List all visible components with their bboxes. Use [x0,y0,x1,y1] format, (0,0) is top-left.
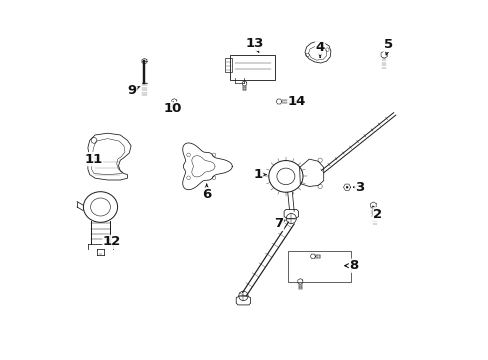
Text: 9: 9 [127,84,140,96]
Text: 3: 3 [353,181,364,194]
Text: 2: 2 [372,206,382,221]
Text: 7: 7 [274,217,285,230]
Text: 8: 8 [344,259,358,272]
Text: 4: 4 [315,41,324,58]
Text: 10: 10 [163,102,182,115]
Circle shape [346,186,347,188]
Text: 6: 6 [202,184,211,201]
Text: 13: 13 [245,37,263,52]
Text: 12: 12 [102,235,121,248]
Bar [224,58,231,72]
Text: 11: 11 [84,153,102,166]
Text: 14: 14 [287,95,305,108]
Text: 5: 5 [383,39,392,55]
Text: 1: 1 [253,168,266,181]
Bar [287,251,350,282]
